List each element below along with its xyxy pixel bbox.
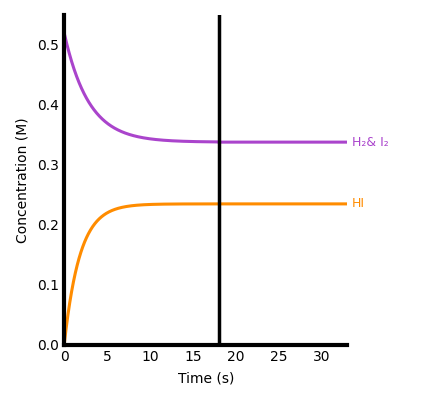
X-axis label: Time (s): Time (s) — [178, 372, 234, 386]
Text: H₂& I₂: H₂& I₂ — [352, 136, 389, 149]
Text: HI: HI — [352, 197, 365, 211]
Y-axis label: Concentration (M): Concentration (M) — [15, 117, 29, 243]
